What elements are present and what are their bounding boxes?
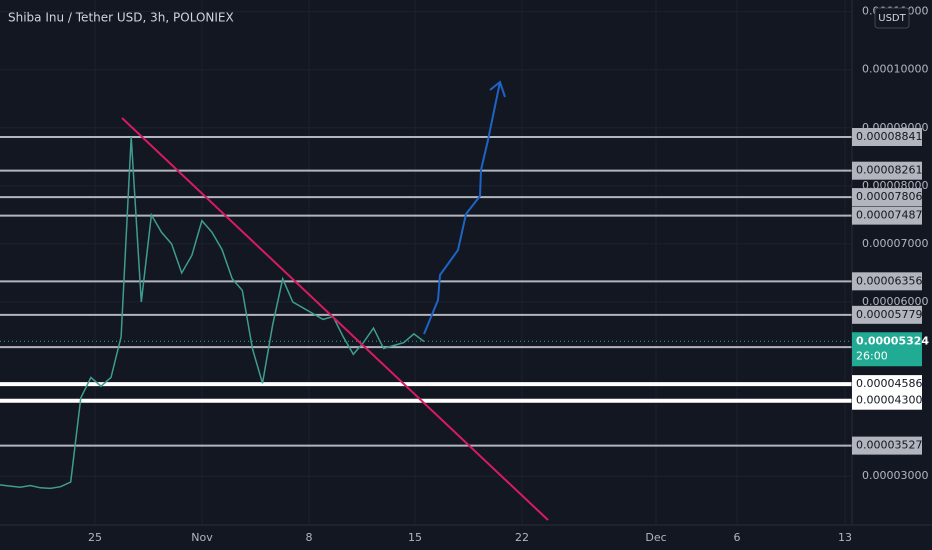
x-tick-label: 15 (408, 531, 422, 544)
countdown: 26:00 (856, 349, 888, 362)
x-tick-label: 13 (838, 531, 852, 544)
x-tick-label: 25 (88, 531, 102, 544)
y-tick-label: 0.00006000 (862, 295, 928, 308)
level-label: 0.00007806 (856, 190, 922, 203)
level-label: 0.00003527 (856, 439, 922, 452)
chart-title: Shiba Inu / Tether USD, 3h, POLONIEX (8, 11, 234, 25)
currency: USDT (878, 13, 906, 24)
level-label-box (852, 127, 922, 146)
grid (0, 0, 852, 525)
x-tick-label: Dec (645, 531, 666, 544)
x-tick-label: 8 (306, 531, 313, 544)
x-tick-label: 22 (515, 531, 529, 544)
level-label-box (852, 272, 922, 291)
level-label: 0.00005779 (856, 308, 922, 321)
level-label-box (852, 375, 922, 394)
level-label: 0.00008841 (856, 130, 922, 143)
level-label: 0.00004300 (856, 394, 922, 407)
y-tick-label: 0.00007000 (862, 237, 928, 250)
trend-line (121, 117, 549, 521)
level-label-box (852, 188, 922, 207)
price-line (0, 137, 425, 490)
level-label-box (852, 305, 922, 324)
level-label: 0.00006356 (856, 274, 922, 287)
x-tick-label: 6 (734, 531, 741, 544)
currency-box[interactable] (874, 7, 910, 29)
projection-arrow (489, 80, 506, 98)
level-label: 0.00008261 (856, 164, 922, 177)
projection-path (423, 81, 501, 335)
level-label-box (852, 436, 922, 455)
last-price-label: 0.00005324 (856, 334, 929, 347)
labels: 25Nov81522Dec6130.000110000.000100000.00… (88, 5, 929, 544)
level-label: 0.00004586 (856, 377, 922, 390)
level-label-box (852, 391, 922, 410)
x-tick-label: Nov (191, 531, 213, 544)
last-price-box (852, 332, 922, 367)
level-label-box (852, 161, 922, 180)
y-tick-label: 0.00010000 (862, 63, 928, 76)
level-label-box (852, 206, 922, 225)
level-label: 0.00007487 (856, 209, 922, 222)
price (0, 137, 425, 490)
y-tick-label: 0.00003000 (862, 469, 928, 482)
